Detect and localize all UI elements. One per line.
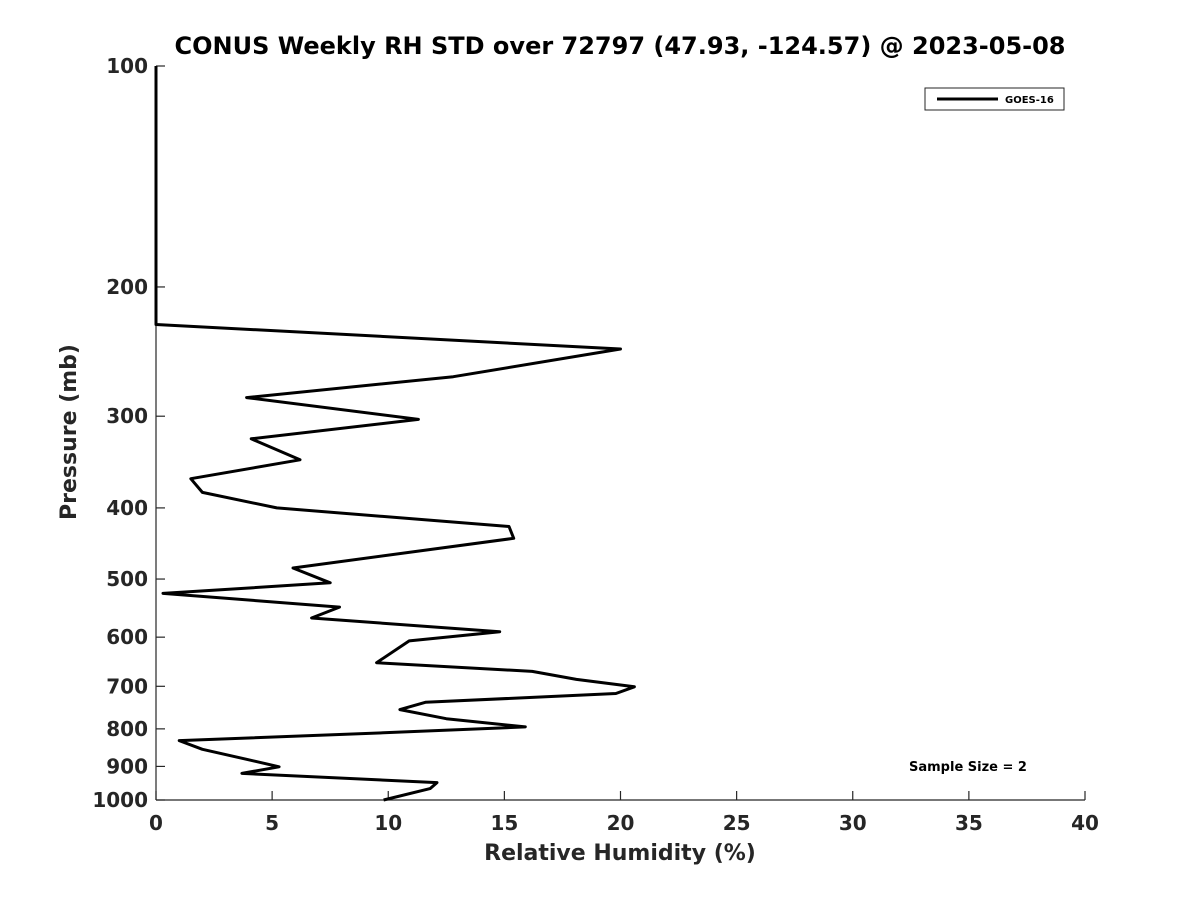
y-tick-label: 1000 <box>92 788 148 812</box>
sample-size-annotation: Sample Size = 2 <box>909 760 1027 775</box>
y-tick-label: 800 <box>106 717 148 741</box>
series-lines <box>154 66 636 802</box>
x-tick-label: 30 <box>839 811 867 835</box>
x-tick-label: 10 <box>374 811 402 835</box>
y-tick-label: 600 <box>106 625 148 649</box>
y-tick-label: 300 <box>106 404 148 428</box>
y-tick-label: 700 <box>106 674 148 698</box>
y-tick-label: 500 <box>106 567 148 591</box>
x-axis-label: Relative Humidity (%) <box>484 841 756 866</box>
x-tick-label: 0 <box>149 811 163 835</box>
y-tick-label: 100 <box>106 54 148 78</box>
y-tick-label: 200 <box>106 275 148 299</box>
y-ticks: 100 200 300 400 500 600 700 800 900 1000 <box>92 54 165 812</box>
y-tick-label: 400 <box>106 496 148 520</box>
x-tick-label: 35 <box>955 811 983 835</box>
y-tick-label: 900 <box>106 754 148 778</box>
series-line-goes-16 <box>154 66 636 802</box>
x-tick-label: 20 <box>607 811 635 835</box>
x-tick-label: 25 <box>723 811 751 835</box>
x-tick-label: 5 <box>265 811 279 835</box>
y-axis-label: Pressure (mb) <box>57 344 82 520</box>
legend: GOES-16 <box>924 87 1065 111</box>
x-tick-label: 15 <box>490 811 518 835</box>
legend-label-goes-16: GOES-16 <box>1005 95 1054 106</box>
x-tick-label: 40 <box>1071 811 1099 835</box>
x-ticks: 0 5 10 15 20 25 30 35 40 <box>149 791 1099 835</box>
chart-title: CONUS Weekly RH STD over 72797 (47.93, -… <box>174 32 1065 60</box>
